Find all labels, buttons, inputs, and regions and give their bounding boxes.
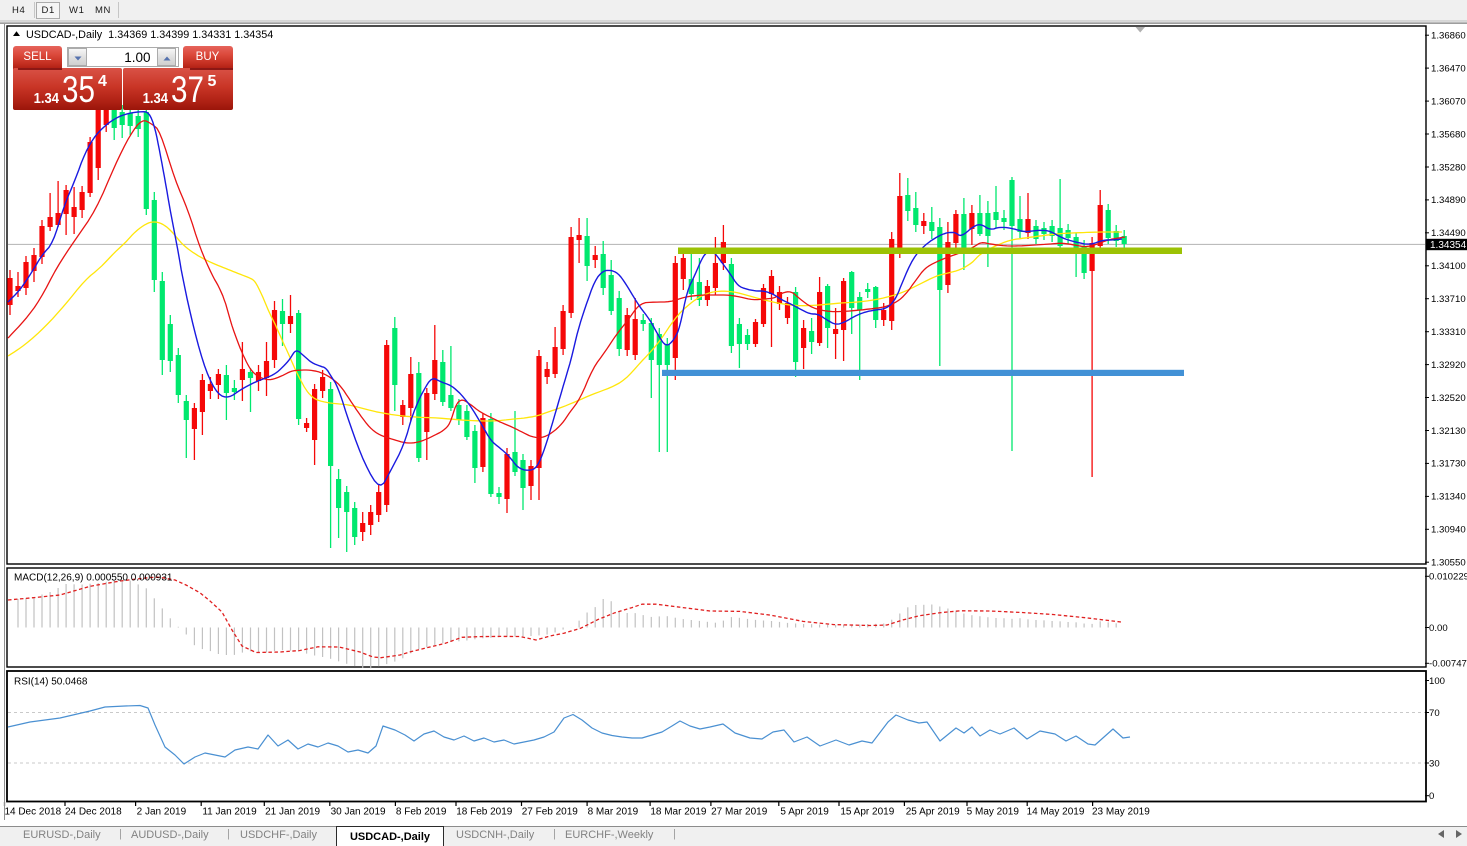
svg-text:18 Feb 2019: 18 Feb 2019 [456,807,513,818]
svg-text:1.35280: 1.35280 [1431,162,1466,173]
svg-text:1.35680: 1.35680 [1431,129,1466,140]
svg-text:14 May 2019: 14 May 2019 [1027,807,1085,818]
svg-text:5 Apr 2019: 5 Apr 2019 [780,807,829,818]
svg-text:14 Dec 2018: 14 Dec 2018 [4,807,61,818]
svg-text:1.34100: 1.34100 [1431,261,1466,272]
svg-text:70: 70 [1429,708,1440,719]
svg-text:1.36470: 1.36470 [1431,63,1466,74]
svg-text:8 Feb 2019: 8 Feb 2019 [396,807,447,818]
svg-text:11 Jan 2019: 11 Jan 2019 [202,807,257,818]
svg-text:18 Mar 2019: 18 Mar 2019 [650,807,707,818]
svg-text:30: 30 [1429,758,1440,769]
svg-text:1.30550: 1.30550 [1431,558,1466,569]
svg-text:30 Jan 2019: 30 Jan 2019 [331,807,386,818]
svg-text:1.31340: 1.31340 [1431,492,1466,503]
svg-text:1.30940: 1.30940 [1431,525,1466,536]
svg-text:1.34490: 1.34490 [1431,228,1466,239]
svg-text:2 Jan 2019: 2 Jan 2019 [137,807,187,818]
svg-text:MACD(12,26,9) 0.000550 0.00093: MACD(12,26,9) 0.000550 0.000931 [14,573,173,584]
svg-text:21 Jan 2019: 21 Jan 2019 [265,807,320,818]
svg-text:24 Dec 2018: 24 Dec 2018 [65,807,122,818]
svg-text:1.34890: 1.34890 [1431,195,1466,206]
svg-text:-0.007477: -0.007477 [1429,659,1467,670]
svg-text:0.00: 0.00 [1429,623,1448,634]
svg-text:1.31730: 1.31730 [1431,459,1466,470]
svg-text:1.32130: 1.32130 [1431,426,1466,437]
svg-text:0.010229: 0.010229 [1429,572,1467,583]
svg-text:1.34354: 1.34354 [1430,240,1467,251]
svg-text:1.32520: 1.32520 [1431,393,1466,404]
svg-text:15 Apr 2019: 15 Apr 2019 [840,807,894,818]
svg-text:25 Apr 2019: 25 Apr 2019 [906,807,960,818]
svg-text:1.36070: 1.36070 [1431,96,1466,107]
svg-text:0: 0 [1429,791,1434,802]
svg-text:8 Mar 2019: 8 Mar 2019 [588,807,639,818]
svg-text:1.33710: 1.33710 [1431,294,1466,305]
svg-text:100: 100 [1429,676,1445,687]
svg-text:1.33310: 1.33310 [1431,327,1466,338]
svg-text:1.36860: 1.36860 [1431,31,1466,42]
svg-text:RSI(14) 50.0468: RSI(14) 50.0468 [14,677,88,688]
svg-text:23 May 2019: 23 May 2019 [1092,807,1150,818]
svg-text:27 Mar 2019: 27 Mar 2019 [711,807,768,818]
svg-text:USDCAD-,Daily 1.34369 1.34399: USDCAD-,Daily 1.34369 1.34399 1.34331 1.… [26,29,273,41]
svg-text:5 May 2019: 5 May 2019 [967,807,1020,818]
svg-text:1.32920: 1.32920 [1431,360,1466,371]
svg-text:27 Feb 2019: 27 Feb 2019 [522,807,579,818]
